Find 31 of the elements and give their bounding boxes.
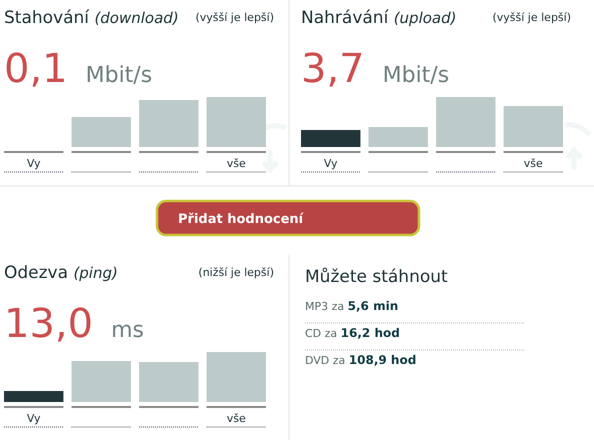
text: 0,1 xyxy=(4,46,68,92)
chart-subtitle: (nižší je lepší) xyxy=(198,266,274,279)
bar xyxy=(504,106,563,147)
x-tick-label: vše xyxy=(226,157,246,170)
text: MP3 za 5,6 min xyxy=(305,299,398,313)
chart-title: Stahování (download) xyxy=(4,8,179,28)
x-tick-label: vše xyxy=(524,157,544,170)
x-tick-label: vše xyxy=(226,412,246,425)
chart-subtitle: (vyšší je lepší) xyxy=(195,11,274,24)
x-tick-label: Vy xyxy=(26,412,42,425)
text: Mbit/s xyxy=(86,63,152,88)
bar xyxy=(301,130,360,147)
x-tick-label: Vy xyxy=(324,157,338,170)
bar xyxy=(4,391,64,402)
text: 3,7 xyxy=(301,46,365,92)
x-tick-label: Vy xyxy=(26,157,42,170)
text: Můžete stáhnout xyxy=(305,267,448,287)
bar xyxy=(206,352,266,402)
text: Přidat hodnocení xyxy=(178,212,305,227)
text: Mbit/s xyxy=(382,63,450,88)
bar xyxy=(139,362,198,402)
text: ms xyxy=(111,318,144,343)
chart-title: Odezva (ping) xyxy=(4,263,118,283)
chart-title: Nahrávání (upload) xyxy=(301,8,456,28)
bar xyxy=(436,97,496,147)
bar xyxy=(72,361,131,402)
text: 13,0 xyxy=(4,301,94,347)
chart-subtitle: (vyšší je lepší) xyxy=(492,11,571,24)
text: DVD za 108,9 hod xyxy=(305,353,416,367)
text: CD za 16,2 hod xyxy=(305,326,400,340)
bar xyxy=(368,127,428,147)
